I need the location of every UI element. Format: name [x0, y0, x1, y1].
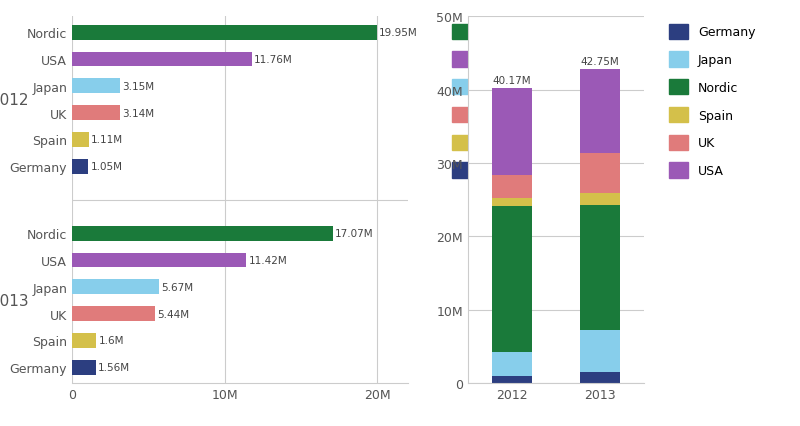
- Bar: [72, 253, 246, 268]
- Text: 2012: 2012: [0, 92, 30, 107]
- Bar: [72, 360, 96, 375]
- Bar: [72, 52, 252, 67]
- Text: 3.14M: 3.14M: [122, 108, 154, 118]
- Bar: [580, 194, 620, 205]
- Bar: [72, 307, 155, 321]
- Bar: [580, 205, 620, 331]
- Bar: [72, 280, 158, 294]
- Bar: [580, 372, 620, 383]
- Text: 17.07M: 17.07M: [335, 229, 374, 239]
- Bar: [72, 79, 120, 94]
- Text: 19.95M: 19.95M: [379, 28, 418, 38]
- Text: 42.75M: 42.75M: [581, 57, 619, 67]
- Text: 1.05M: 1.05M: [90, 162, 122, 172]
- Bar: [580, 154, 620, 194]
- Text: 40.17M: 40.17M: [493, 76, 531, 86]
- Bar: [72, 106, 120, 121]
- Text: 5.67M: 5.67M: [161, 282, 193, 292]
- Legend: Nordic, USA, Japan, UK, Spain, Germany: Nordic, USA, Japan, UK, Spain, Germany: [446, 20, 543, 183]
- Text: 2013: 2013: [0, 293, 30, 308]
- Text: 11.76M: 11.76M: [254, 55, 293, 65]
- Bar: [492, 176, 532, 199]
- Bar: [492, 89, 532, 176]
- Bar: [492, 199, 532, 207]
- Text: 5.44M: 5.44M: [158, 309, 190, 319]
- Bar: [72, 333, 97, 348]
- Bar: [72, 26, 377, 40]
- Bar: [580, 70, 620, 154]
- Legend: Germany, Japan, Nordic, Spain, UK, USA: Germany, Japan, Nordic, Spain, UK, USA: [664, 20, 761, 183]
- Bar: [492, 207, 532, 353]
- Text: 1.11M: 1.11M: [91, 135, 123, 145]
- Bar: [72, 159, 88, 174]
- Text: 11.42M: 11.42M: [249, 256, 287, 265]
- Bar: [72, 132, 89, 147]
- Text: 1.6M: 1.6M: [98, 336, 124, 345]
- Bar: [492, 353, 532, 376]
- Text: 1.56M: 1.56M: [98, 363, 130, 372]
- Bar: [492, 376, 532, 383]
- Text: 3.15M: 3.15M: [122, 82, 154, 92]
- Bar: [72, 226, 333, 241]
- Bar: [580, 331, 620, 372]
